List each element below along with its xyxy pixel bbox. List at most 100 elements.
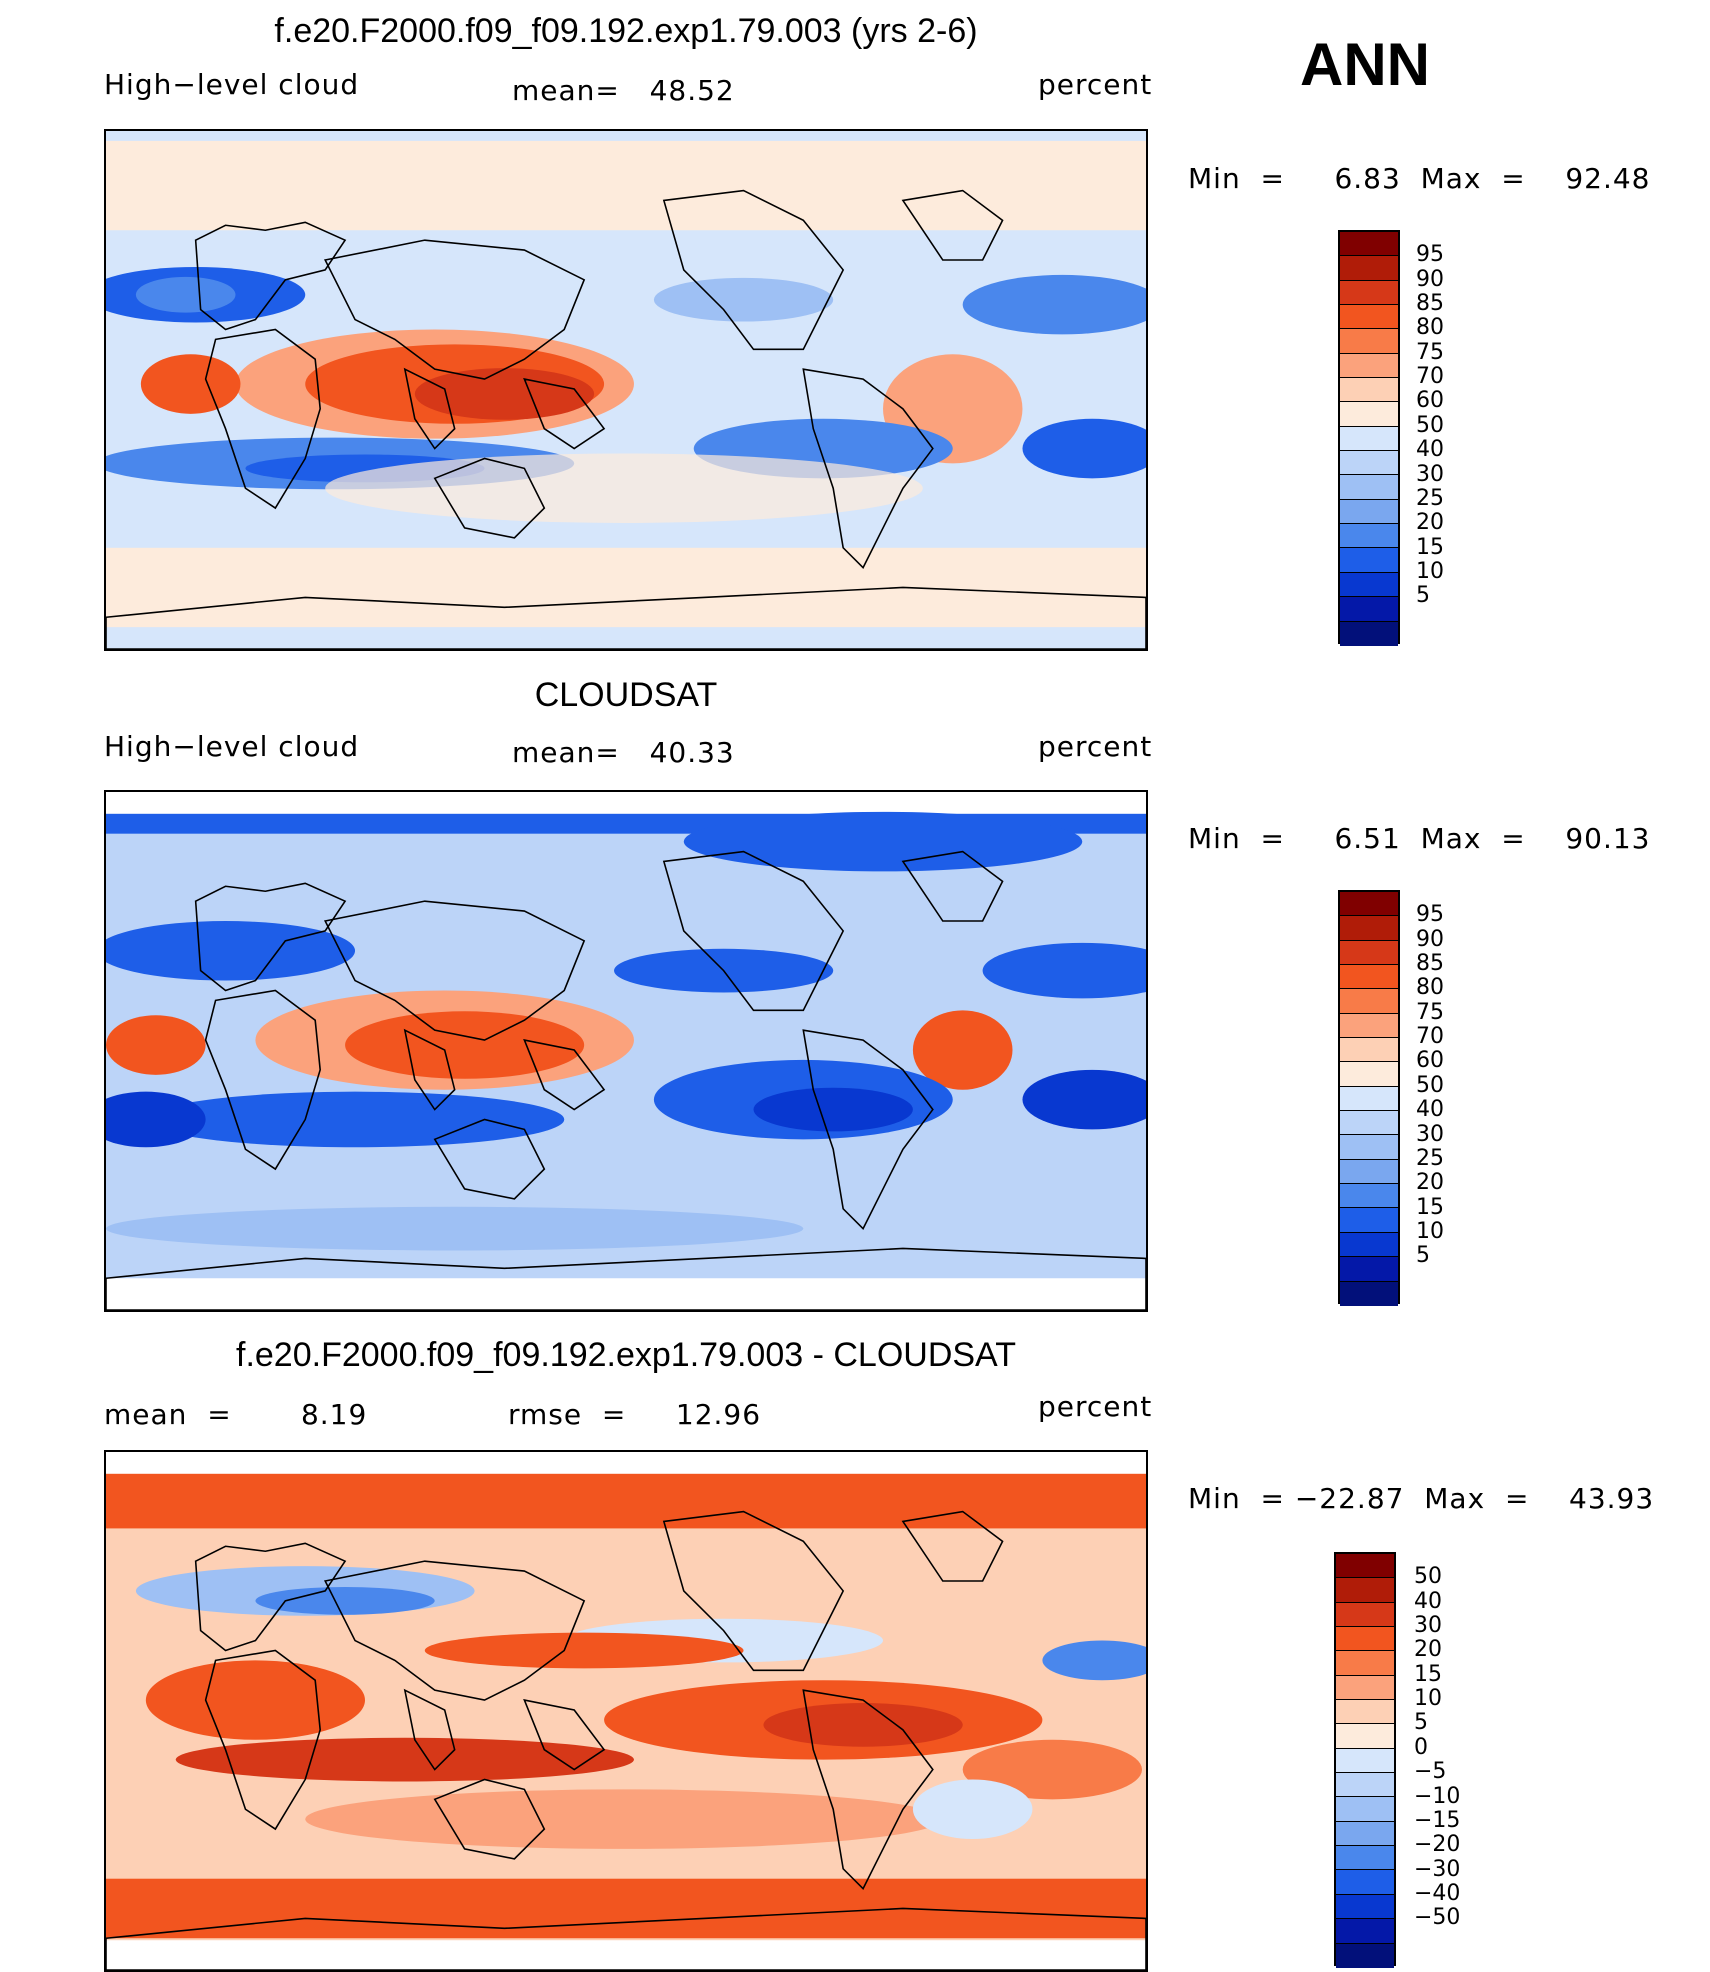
colorbar-tick-label: 5 <box>1416 583 1430 609</box>
colorbar-tick-label: 90 <box>1416 266 1444 292</box>
contour-region <box>1022 1069 1146 1130</box>
coastline <box>204 328 321 510</box>
colorbar-swatch <box>1340 378 1398 403</box>
colorbar-swatch <box>1340 1135 1398 1160</box>
colorbar-tick-label: 80 <box>1416 315 1444 341</box>
colorbar-tick-label: 15 <box>1416 1194 1444 1220</box>
contour-region <box>255 1586 435 1615</box>
colorbar-swatch <box>1340 940 1398 966</box>
colorbar-tick-label: −5 <box>1414 1759 1447 1785</box>
colorbar-swatch <box>1336 1870 1394 1895</box>
contour-region <box>1022 418 1146 479</box>
colorbar-swatch <box>1340 305 1398 330</box>
minmax-label: Min = 6.83 Max = 92.48 <box>1188 162 1651 195</box>
contour-region <box>683 811 1083 872</box>
colorbar-swatch <box>1336 1578 1394 1603</box>
colorbar-swatch <box>1340 232 1398 257</box>
mean-label: mean= 40.33 <box>512 736 735 769</box>
colorbar-swatch <box>1340 451 1398 476</box>
coastline <box>403 1688 456 1771</box>
colorbar-tick-label: 95 <box>1416 242 1444 268</box>
contour-region <box>653 277 834 322</box>
colorbar-tick-label: 30 <box>1416 1121 1444 1147</box>
coastline <box>106 586 1146 649</box>
cloud-map <box>104 790 1148 1312</box>
coastline <box>662 1510 845 1672</box>
colorbar-tick-label: −15 <box>1414 1807 1461 1833</box>
contour-region <box>140 354 241 414</box>
mean-label: mean= 48.52 <box>512 74 735 107</box>
colorbar-tick-label: 20 <box>1414 1637 1442 1663</box>
colorbar-swatch <box>1336 1602 1394 1628</box>
colorbar-swatch <box>1340 1086 1398 1112</box>
season-label: ANN <box>1300 31 1430 98</box>
colorbar-swatch <box>1336 1675 1394 1701</box>
contour-region <box>424 1632 744 1669</box>
colorbar-tick-label: −50 <box>1414 1905 1461 1931</box>
contour-region <box>106 1091 206 1148</box>
colorbar-swatch <box>1340 1232 1398 1258</box>
colorbar-swatch <box>1336 1651 1394 1676</box>
colorbar-swatch <box>1340 1208 1398 1233</box>
coastline <box>204 1649 321 1831</box>
colorbar-swatch <box>1336 1554 1394 1579</box>
colorbar-swatch <box>1340 965 1398 990</box>
coastline <box>523 1699 606 1771</box>
coastline <box>106 1907 1146 1970</box>
colorbar-swatch <box>1340 1257 1398 1282</box>
colorbar-tick-label: 25 <box>1416 485 1444 511</box>
colorbar-tick-label: 50 <box>1414 1564 1442 1590</box>
colorbar-swatch <box>1340 1062 1398 1087</box>
coastline <box>106 1247 1146 1310</box>
minmax-label: Min = −22.87 Max = 43.93 <box>1188 1482 1655 1515</box>
colorbar-swatch <box>1336 1894 1394 1920</box>
colorbar <box>1334 1552 1396 1968</box>
colorbar-tick-label: 40 <box>1416 437 1444 463</box>
coastline <box>901 189 1004 261</box>
colorbar-tick-label: 60 <box>1416 388 1444 414</box>
colorbar-swatch <box>1340 426 1398 452</box>
rmse-label: rmse = 12.96 <box>508 1398 762 1431</box>
contour-region <box>145 1660 366 1740</box>
coastline <box>662 850 845 1012</box>
colorbar-swatch <box>1336 1821 1394 1847</box>
colorbar-tick-label: 85 <box>1416 951 1444 977</box>
colorbar-swatch <box>1340 916 1398 941</box>
coastline <box>662 189 845 351</box>
colorbar-swatch <box>1340 892 1398 917</box>
colorbar-tick-label: 30 <box>1416 461 1444 487</box>
colorbar-tick-label: −10 <box>1414 1783 1461 1809</box>
contour-region <box>135 276 236 313</box>
variable-label: High−level cloud <box>104 730 360 763</box>
colorbar-tick-label: 10 <box>1416 1218 1444 1244</box>
colorbar-tick-label: 70 <box>1416 1024 1444 1050</box>
coastline <box>802 368 934 569</box>
colorbar-swatch <box>1340 280 1398 306</box>
coastline <box>433 457 546 539</box>
colorbar-tick-label: 80 <box>1416 975 1444 1001</box>
variable-label: High−level cloud <box>104 68 360 101</box>
cloud-map <box>104 129 1148 651</box>
colorbar-swatch <box>1340 548 1398 573</box>
colorbar-tick-label: 75 <box>1416 999 1444 1025</box>
colorbar-tick-label: 5 <box>1416 1243 1430 1269</box>
coastline <box>323 239 586 380</box>
colorbar-swatch <box>1336 1724 1394 1749</box>
contour-region <box>106 1206 804 1251</box>
contour-region <box>325 453 923 523</box>
colorbar-tick-label: 70 <box>1416 364 1444 390</box>
colorbar-tick-label: 0 <box>1414 1734 1428 1760</box>
colorbar-tick-label: −30 <box>1414 1856 1461 1882</box>
coastline <box>194 882 347 992</box>
panel-title: f.e20.F2000.f09_f09.192.exp1.79.003 (yrs… <box>274 12 978 50</box>
units-label: percent <box>1038 730 1153 763</box>
coastline <box>901 850 1004 922</box>
colorbar-tick-label: 10 <box>1414 1686 1442 1712</box>
contour-band <box>106 1878 1146 1939</box>
colorbar-tick-label: 20 <box>1416 1170 1444 1196</box>
contour-region <box>414 368 595 420</box>
contour-region <box>106 921 356 981</box>
panel-title: f.e20.F2000.f09_f09.192.exp1.79.003 - CL… <box>236 1336 1016 1374</box>
colorbar-tick-label: 60 <box>1416 1048 1444 1074</box>
coastline <box>802 1029 934 1230</box>
